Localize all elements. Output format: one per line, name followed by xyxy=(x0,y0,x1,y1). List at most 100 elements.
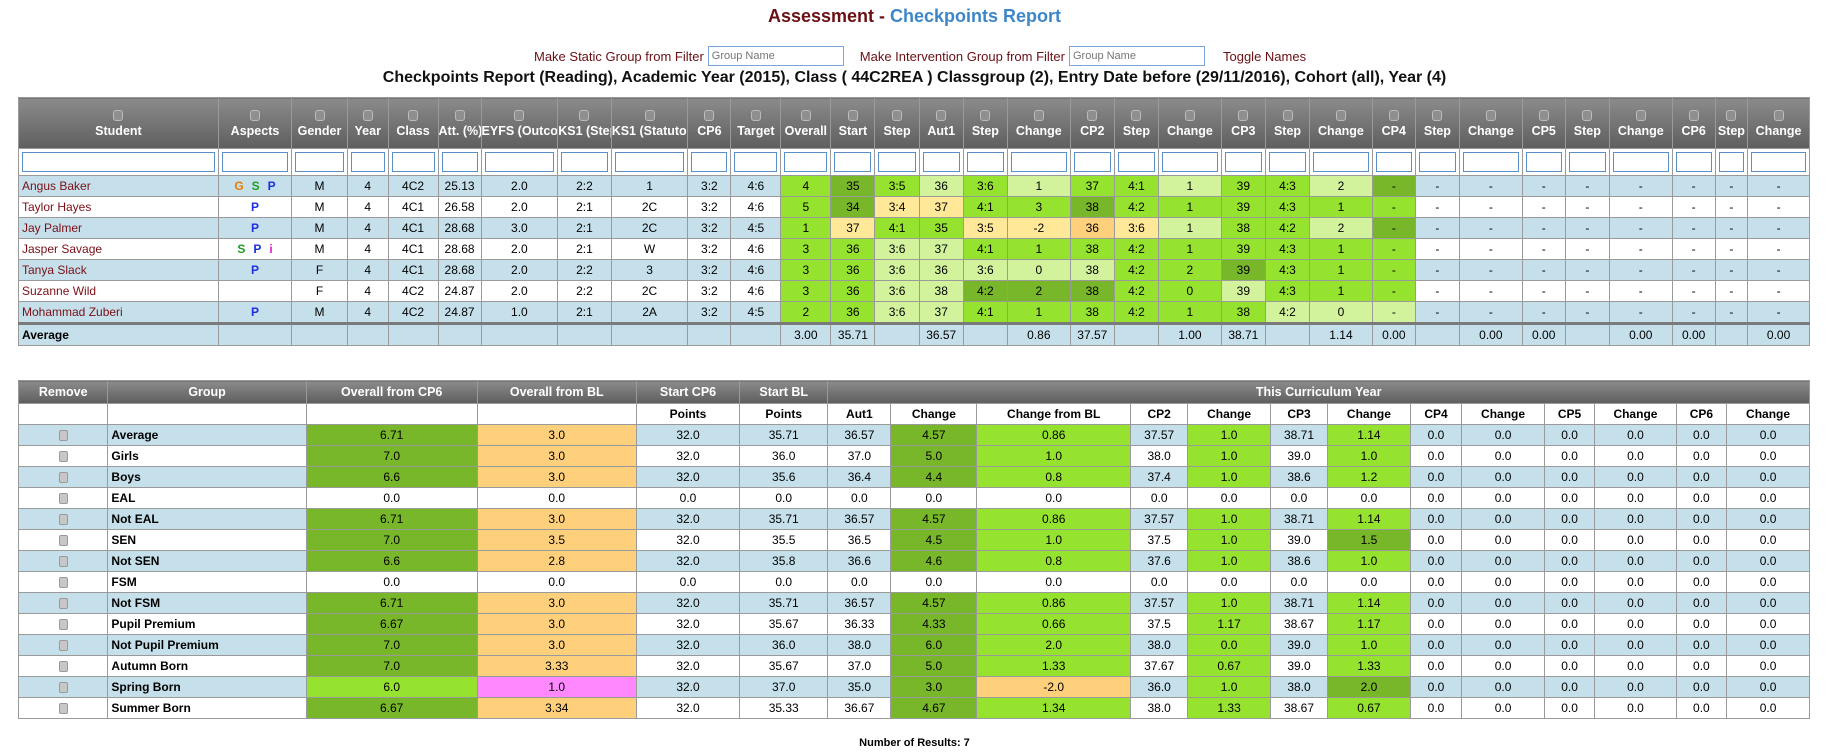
column-header[interactable]: CP6 xyxy=(1671,97,1716,149)
column-header[interactable]: Start xyxy=(830,97,876,149)
sort-icon[interactable] xyxy=(454,109,465,121)
column-header[interactable]: Target xyxy=(730,97,782,149)
column-header[interactable]: Step xyxy=(1564,97,1610,149)
trash-icon[interactable] xyxy=(58,535,68,547)
column-filter-input[interactable] xyxy=(878,152,916,172)
column-filter-input[interactable] xyxy=(1418,152,1456,172)
column-filter-input[interactable] xyxy=(966,152,1004,172)
student-name[interactable]: Jay Palmer xyxy=(18,217,219,239)
table-row[interactable]: Suzanne Wild F 4 4C2 24.87 2.0 2:2 2C 3:2 4:6 3 36 3… xyxy=(18,280,1810,302)
sort-icon[interactable] xyxy=(847,109,858,121)
column-filter-input[interactable] xyxy=(734,152,778,172)
column-filter-input[interactable] xyxy=(22,152,215,172)
sort-icon[interactable] xyxy=(1388,109,1399,121)
student-name[interactable]: Suzanne Wild xyxy=(18,280,219,302)
student-name[interactable]: Taylor Hayes xyxy=(18,196,219,218)
group-row[interactable]: Not SEN 6.6 2.8 32.0 35.8 36.6 4.6 0.8 37.6 1.0 38… xyxy=(17,550,1810,572)
column-filter-input[interactable] xyxy=(1162,152,1218,172)
column-header[interactable]: Overall xyxy=(780,97,832,149)
student-name[interactable]: Angus Baker xyxy=(18,175,219,197)
table-row[interactable]: Mohammad Zuberi P M 4 4C2 24.87 1.0 2:1 2A 3:2 4:5… xyxy=(18,301,1810,324)
column-header[interactable]: Change xyxy=(1158,97,1222,149)
group-row[interactable]: Not FSM 6.71 3.0 32.0 35.71 36.57 4.57 0.86 37.5… xyxy=(17,592,1810,614)
sort-icon[interactable] xyxy=(1335,109,1346,121)
sort-icon[interactable] xyxy=(514,109,525,121)
column-header[interactable]: EYFS (Outcome) xyxy=(480,97,559,149)
group-row[interactable]: Girls 7.0 3.0 32.0 36.0 37.0 5.0 1.0 38.0 1.0 39.0… xyxy=(17,445,1810,467)
sort-icon[interactable] xyxy=(1538,109,1549,121)
column-header[interactable]: Change xyxy=(1608,97,1673,149)
column-filter-input[interactable] xyxy=(484,152,555,172)
table-row[interactable]: Angus Baker G S P M 4 4C2 25.13 2.0 2:2 1 3:2 4:6 4 35… xyxy=(18,175,1810,197)
column-filter-input[interactable] xyxy=(691,152,728,172)
student-name[interactable]: Mohammad Zuberi xyxy=(18,301,219,324)
column-header[interactable]: KS1 (Steps) xyxy=(557,97,612,149)
trash-icon[interactable] xyxy=(58,556,68,568)
sort-icon[interactable] xyxy=(704,109,715,121)
column-filter-input[interactable] xyxy=(922,152,960,172)
sort-icon[interactable] xyxy=(1726,109,1737,121)
column-header[interactable]: Step xyxy=(1264,97,1311,149)
column-filter-input[interactable] xyxy=(1751,152,1806,172)
group-row[interactable]: Boys 6.6 3.0 32.0 35.6 36.4 4.4 0.8 37.4 1.0 38.6 1… xyxy=(17,466,1810,488)
sort-icon[interactable] xyxy=(1773,109,1784,121)
column-filter-input[interactable] xyxy=(1568,152,1606,172)
column-filter-input[interactable] xyxy=(1010,152,1067,172)
column-filter-input[interactable] xyxy=(1117,152,1156,172)
sort-icon[interactable] xyxy=(936,109,947,121)
column-header[interactable]: Student xyxy=(18,97,219,149)
column-filter-input[interactable] xyxy=(561,152,608,172)
sort-icon[interactable] xyxy=(314,109,325,121)
sort-icon[interactable] xyxy=(1688,109,1699,121)
column-filter-input[interactable] xyxy=(784,152,828,172)
column-filter-input[interactable] xyxy=(1612,152,1669,172)
column-header[interactable]: Aut1 xyxy=(918,97,964,149)
sort-icon[interactable] xyxy=(362,109,373,121)
column-header[interactable]: Step xyxy=(1113,97,1160,149)
column-filter-input[interactable] xyxy=(1268,152,1307,172)
column-header[interactable]: CP2 xyxy=(1069,97,1115,149)
trash-icon[interactable] xyxy=(58,430,68,442)
column-filter-input[interactable] xyxy=(350,152,385,172)
trash-icon[interactable] xyxy=(58,577,68,589)
column-header[interactable]: KS1 (Statutory) xyxy=(610,97,689,149)
sort-icon[interactable] xyxy=(644,109,655,121)
trash-icon[interactable] xyxy=(58,598,68,610)
column-filter-input[interactable] xyxy=(441,152,478,172)
group-row[interactable]: Pupil Premium 6.67 3.0 32.0 35.67 36.33 4.33 0.… xyxy=(17,613,1810,635)
column-header[interactable]: Aspects xyxy=(217,97,293,149)
trash-icon[interactable] xyxy=(58,682,68,694)
column-header[interactable]: Class xyxy=(387,97,439,149)
column-header[interactable]: Step xyxy=(1714,97,1749,149)
column-filter-input[interactable] xyxy=(1375,152,1412,172)
student-name[interactable]: Tanya Slack xyxy=(18,259,219,281)
column-header[interactable]: CP6 xyxy=(687,97,732,149)
sort-icon[interactable] xyxy=(113,109,124,121)
group-row[interactable]: Spring Born 6.0 1.0 32.0 37.0 35.0 3.0 -2.0 36.0… xyxy=(17,676,1810,698)
column-filter-input[interactable] xyxy=(1675,152,1712,172)
group-row[interactable]: SEN 7.0 3.5 32.0 35.5 36.5 4.5 1.0 37.5 1.0 39.0 1.… xyxy=(17,529,1810,551)
sort-icon[interactable] xyxy=(1582,109,1593,121)
group-row[interactable]: Average 6.71 3.0 32.0 35.71 36.57 4.57 0.86 37.5… xyxy=(17,424,1810,446)
sort-icon[interactable] xyxy=(980,109,991,121)
sort-icon[interactable] xyxy=(1131,109,1142,121)
column-filter-input[interactable] xyxy=(221,152,289,172)
sort-icon[interactable] xyxy=(579,109,590,121)
sort-icon[interactable] xyxy=(750,109,761,121)
column-filter-input[interactable] xyxy=(1718,152,1745,172)
column-filter-input[interactable] xyxy=(1224,152,1262,172)
column-header[interactable]: Change xyxy=(1458,97,1523,149)
column-filter-input[interactable] xyxy=(1073,152,1111,172)
group-row[interactable]: Autumn Born 7.0 3.33 32.0 35.67 37.0 5.0 1.33 37… xyxy=(17,655,1810,677)
sort-icon[interactable] xyxy=(892,109,903,121)
column-header[interactable]: Year xyxy=(346,97,389,149)
sort-icon[interactable] xyxy=(1033,109,1044,121)
column-header[interactable]: Change xyxy=(1747,97,1810,149)
column-header[interactable]: Step xyxy=(874,97,920,149)
table-row[interactable]: Jay Palmer P M 4 4C1 28.68 3.0 2:1 2C 3:2 4:5 1 37 4:… xyxy=(18,217,1810,239)
trash-icon[interactable] xyxy=(58,493,68,505)
column-header[interactable]: Change xyxy=(1309,97,1373,149)
static-group-input[interactable] xyxy=(707,46,844,66)
column-filter-input[interactable] xyxy=(834,152,872,172)
